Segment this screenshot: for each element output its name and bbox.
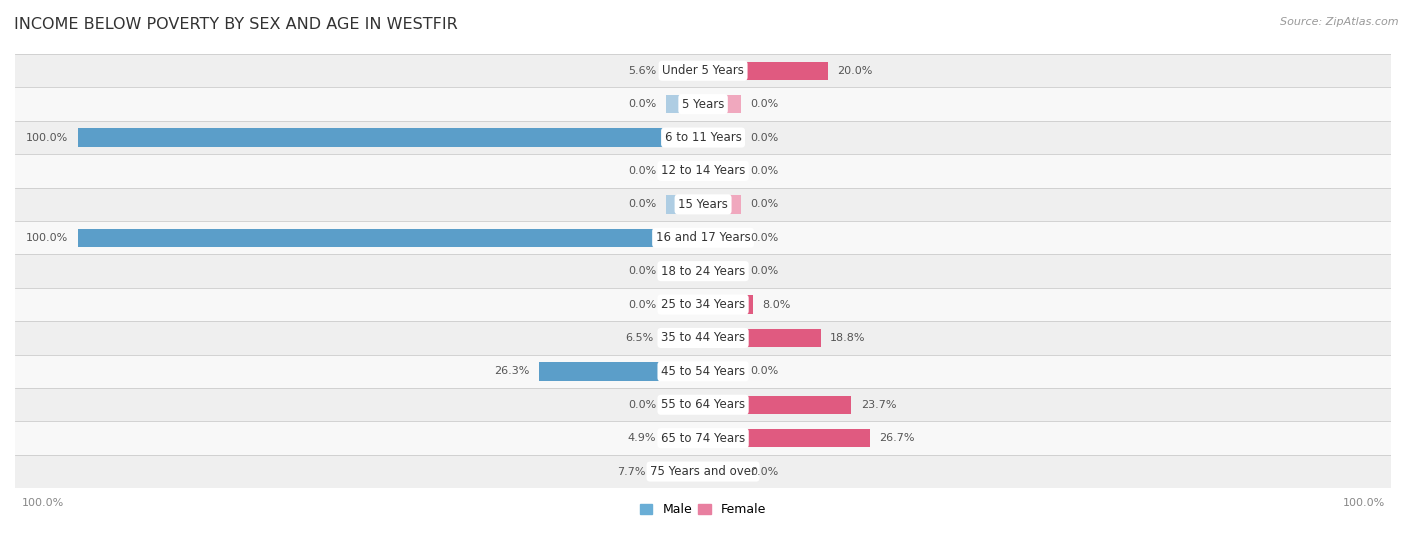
Text: 0.0%: 0.0%	[749, 166, 779, 176]
Bar	[15, 321, 1391, 355]
Bar	[77, 128, 703, 147]
Text: 8.0%: 8.0%	[762, 300, 790, 310]
Bar	[15, 288, 1391, 321]
Text: 4.9%: 4.9%	[627, 433, 657, 443]
Bar	[703, 162, 741, 180]
Bar	[15, 221, 1391, 254]
Text: 26.7%: 26.7%	[879, 433, 915, 443]
Bar	[15, 355, 1391, 388]
Bar	[703, 195, 741, 214]
Text: 0.0%: 0.0%	[628, 266, 657, 276]
Text: 18 to 24 Years: 18 to 24 Years	[661, 264, 745, 278]
Bar	[703, 295, 754, 314]
Bar	[662, 329, 703, 347]
Bar	[665, 295, 703, 314]
Bar	[703, 396, 851, 414]
Bar	[703, 429, 870, 448]
Bar	[665, 162, 703, 180]
Text: 6 to 11 Years: 6 to 11 Years	[665, 131, 741, 144]
Bar	[665, 429, 703, 448]
Bar	[703, 61, 828, 80]
Text: 65 to 74 Years: 65 to 74 Years	[661, 432, 745, 445]
Bar	[15, 388, 1391, 421]
Text: 18.8%: 18.8%	[830, 333, 866, 343]
Text: 6.5%: 6.5%	[624, 333, 652, 343]
Text: 100.0%: 100.0%	[27, 233, 69, 243]
Bar	[703, 229, 741, 247]
Bar	[703, 295, 754, 314]
Text: 0.0%: 0.0%	[628, 300, 657, 310]
Text: 5.6%: 5.6%	[628, 66, 657, 76]
Text: 0.0%: 0.0%	[749, 99, 779, 109]
Text: 12 to 14 Years: 12 to 14 Years	[661, 165, 745, 177]
Text: 0.0%: 0.0%	[749, 466, 779, 477]
Bar	[77, 229, 703, 247]
Text: 20.0%: 20.0%	[838, 66, 873, 76]
Text: 0.0%: 0.0%	[749, 367, 779, 376]
Bar	[703, 262, 741, 280]
Text: 15 Years: 15 Years	[678, 198, 728, 211]
Text: 0.0%: 0.0%	[749, 233, 779, 243]
Bar	[665, 195, 703, 214]
Bar	[15, 187, 1391, 221]
Bar	[15, 421, 1391, 455]
Text: 100.0%: 100.0%	[21, 498, 63, 508]
Bar	[703, 329, 821, 347]
Text: 0.0%: 0.0%	[628, 400, 657, 410]
Text: 100.0%: 100.0%	[1343, 498, 1385, 508]
Bar	[538, 362, 703, 381]
Text: 0.0%: 0.0%	[628, 166, 657, 176]
Bar	[15, 88, 1391, 121]
Text: 75 Years and over: 75 Years and over	[650, 465, 756, 478]
Bar	[665, 262, 703, 280]
Text: 55 to 64 Years: 55 to 64 Years	[661, 398, 745, 411]
Text: 5 Years: 5 Years	[682, 98, 724, 110]
Text: 45 to 54 Years: 45 to 54 Years	[661, 365, 745, 378]
Text: Under 5 Years: Under 5 Years	[662, 64, 744, 77]
Text: 100.0%: 100.0%	[27, 133, 69, 142]
Text: 0.0%: 0.0%	[749, 199, 779, 209]
Bar	[703, 396, 851, 414]
Bar	[77, 229, 703, 247]
Text: 0.0%: 0.0%	[628, 99, 657, 109]
Text: 0.0%: 0.0%	[628, 199, 657, 209]
Text: 25 to 34 Years: 25 to 34 Years	[661, 298, 745, 311]
Text: 35 to 44 Years: 35 to 44 Years	[661, 331, 745, 344]
Bar	[15, 455, 1391, 488]
Bar	[668, 61, 703, 80]
Bar	[655, 463, 703, 481]
Bar	[662, 329, 703, 347]
Bar	[703, 329, 821, 347]
Bar	[665, 396, 703, 414]
Bar	[665, 95, 703, 113]
Bar	[665, 61, 703, 80]
Text: 7.7%: 7.7%	[617, 466, 645, 477]
Bar	[703, 362, 741, 381]
Bar	[77, 128, 703, 147]
Bar	[15, 154, 1391, 187]
Text: INCOME BELOW POVERTY BY SEX AND AGE IN WESTFIR: INCOME BELOW POVERTY BY SEX AND AGE IN W…	[14, 17, 458, 32]
Text: 0.0%: 0.0%	[749, 266, 779, 276]
Bar	[703, 128, 741, 147]
Text: Source: ZipAtlas.com: Source: ZipAtlas.com	[1281, 17, 1399, 27]
Bar	[703, 463, 741, 481]
Bar	[672, 429, 703, 448]
Bar	[538, 362, 703, 381]
Bar	[703, 61, 828, 80]
Bar	[15, 54, 1391, 88]
Text: 0.0%: 0.0%	[749, 133, 779, 142]
Bar	[15, 121, 1391, 154]
Bar	[703, 429, 870, 448]
Bar	[15, 254, 1391, 288]
Text: 16 and 17 Years: 16 and 17 Years	[655, 231, 751, 244]
Text: 23.7%: 23.7%	[860, 400, 896, 410]
Text: 26.3%: 26.3%	[494, 367, 529, 376]
Legend: Male, Female: Male, Female	[636, 498, 772, 521]
Bar	[655, 463, 703, 481]
Bar	[703, 95, 741, 113]
